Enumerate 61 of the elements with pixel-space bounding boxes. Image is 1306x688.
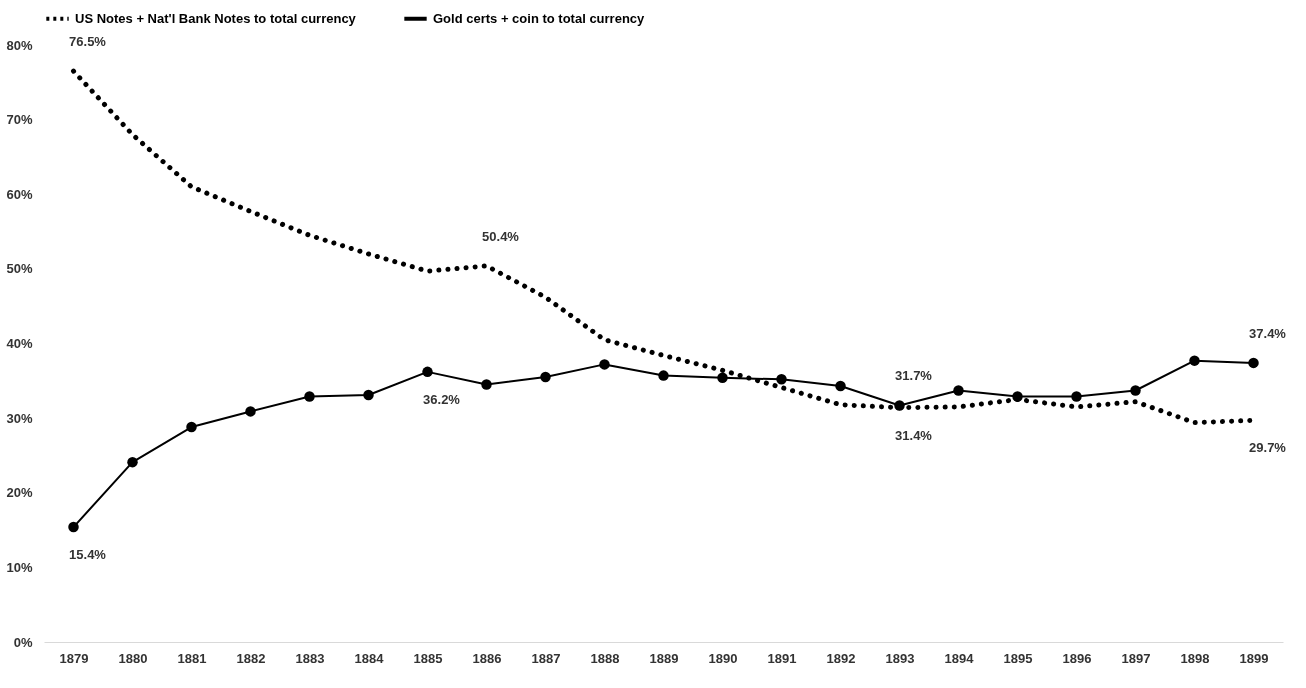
data-label: 31.7% [895,368,933,384]
x-tick-label: 1883 [295,650,325,666]
x-tick-label: 1881 [177,650,207,666]
x-tick-label: 1895 [1003,650,1033,666]
point [186,421,197,433]
point [776,374,787,385]
x-tick-label: 1889 [649,650,679,666]
x-tick-label: 1899 [1239,650,1269,666]
point [1012,391,1023,402]
data-label: 76.5% [69,34,107,50]
x-tick-label: 1893 [885,650,915,666]
legend-label: Gold certs + coin to total currency [433,10,646,26]
x-tick-label: 1886 [472,650,502,666]
x-tick-label: 1887 [531,650,561,666]
point [717,372,728,384]
data-label: 29.7% [1249,440,1287,456]
data-label: 36.2% [423,391,461,407]
x-tick-label: 1891 [767,650,797,666]
y-tick-label: 50% [6,261,33,277]
point [127,456,138,468]
x-tick-label: 1888 [590,650,620,666]
x-tick-label: 1885 [413,650,443,666]
y-tick-label: 20% [6,485,33,501]
x-tick-label: 1898 [1180,650,1210,666]
data-label: 15.4% [69,547,107,563]
point [1248,357,1259,369]
point [422,366,433,378]
point [658,370,669,381]
x-tick-label: 1884 [354,650,385,666]
y-tick-label: 0% [13,634,33,650]
data-label: 31.4% [895,427,933,443]
point [540,371,551,383]
point [1071,391,1082,402]
legend-label: US Notes + Nat'l Bank Notes to total currency [75,10,357,26]
x-tick-label: 1896 [1062,650,1092,666]
point [304,391,315,402]
x-tick-label: 1879 [59,650,89,666]
y-tick-label: 40% [6,336,33,351]
data-label: 50.4% [482,228,520,244]
x-tick-label: 1892 [826,650,856,666]
point [481,379,492,390]
y-tick-label: 30% [6,410,33,426]
point [894,400,905,411]
x-tick-label: 1890 [708,650,738,666]
y-tick-label: 10% [6,559,33,575]
x-tick-label: 1880 [118,650,148,666]
point [1189,355,1200,366]
data-label: 37.4% [1249,325,1287,341]
y-tick-label: 60% [6,186,33,202]
point [599,359,610,370]
point [1130,385,1141,396]
y-tick-label: 70% [6,112,33,128]
point [363,389,374,401]
point [68,521,79,533]
x-tick-label: 1894 [944,650,975,666]
point [953,385,964,396]
y-tick-label: 80% [6,37,33,53]
point [835,380,846,392]
x-tick-label: 1897 [1121,650,1151,666]
x-tick-label: 1882 [236,650,266,666]
point [245,406,256,417]
